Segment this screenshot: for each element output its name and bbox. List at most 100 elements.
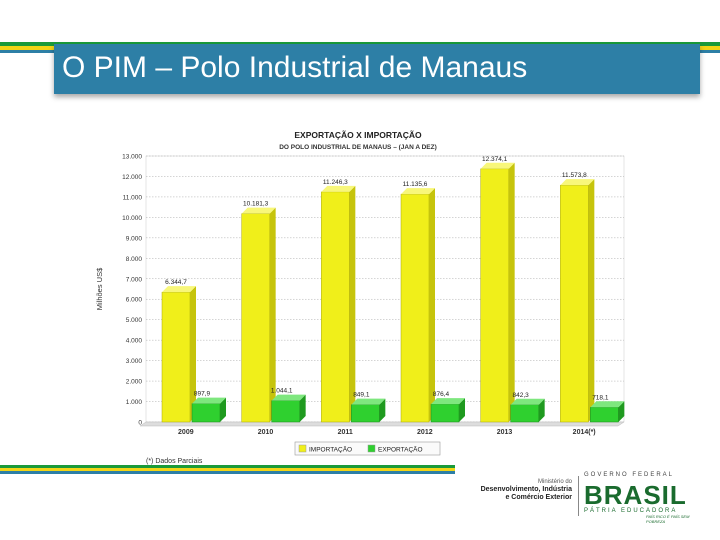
y-tick-label: 1.000 <box>126 399 143 406</box>
data-label-exportacao-2013: 842,3 <box>513 392 530 399</box>
logo-divider <box>578 476 579 516</box>
bar-top-importacao-2013 <box>480 162 515 169</box>
data-label-importacao-2014(*): 11.573,8 <box>562 172 587 179</box>
x-tick-label: 2010 <box>258 429 274 436</box>
bar-top-exportacao-2014(*) <box>590 401 625 408</box>
bar-importacao-2010 <box>241 213 270 423</box>
bar-importacao-2012 <box>400 193 430 423</box>
bar-exportacao-2010 <box>271 400 300 423</box>
y-tick-label: 11.000 <box>123 194 143 201</box>
bar-importacao-2014(*) <box>560 184 589 423</box>
x-tick-label: 2009 <box>178 429 194 436</box>
bar-side-exportacao-2011 <box>379 398 386 422</box>
bar-top-importacao-2009 <box>162 286 196 293</box>
bar-side-importacao-2012 <box>429 188 435 422</box>
bar-side-importacao-2013 <box>508 162 515 422</box>
data-label-importacao-2012: 11.135,6 <box>403 181 428 188</box>
footnote: (*) Dados Parciais <box>146 458 203 465</box>
data-label-importacao-2009: 6.344,7 <box>165 279 187 286</box>
x-ticks: 2009 2010 2011 2012 2013 2014(*) <box>178 429 596 436</box>
ministry-logo: Ministério do Desenvolvimento, Indústria… <box>456 478 572 502</box>
data-labels: 6.344,7 897,9 10.181,3 1.044,1 11.246,3 849,1… <box>165 156 609 401</box>
x-tick-label: 2014(*) <box>573 429 596 436</box>
bar-side-exportacao-2012 <box>459 398 465 422</box>
legend-label-importacao: IMPORTAÇÃO <box>309 445 352 454</box>
stripe-bottom-green <box>0 465 455 468</box>
bar-exportacao-2011 <box>351 404 380 423</box>
y-ticks: 0 1.000 2.000 3.000 4.000 5.000 6.000 7.000 8.00… <box>122 154 142 427</box>
ministry-line-2: Desenvolvimento, Indústria <box>480 486 572 493</box>
legend-label-exportacao: EXPORTAÇÃO <box>378 445 423 454</box>
legend-swatch-importacao <box>298 444 307 453</box>
y-tick-label: 3.000 <box>126 358 143 365</box>
plot-area <box>145 155 625 423</box>
data-label-importacao-2011: 11.246,3 <box>323 179 348 186</box>
bar-side-importacao-2009 <box>190 286 196 422</box>
government-logos: Ministério do Desenvolvimento, Indústria… <box>456 470 702 524</box>
data-label-exportacao-2009: 897,9 <box>194 391 211 398</box>
x-tick-label: 2013 <box>497 429 513 436</box>
data-label-exportacao-2011: 849,1 <box>353 392 370 399</box>
y-tick-label: 7.000 <box>126 276 143 283</box>
bar-exportacao-2014(*) <box>590 407 619 423</box>
brasil-subtitle: PÁTRIA EDUCADORA <box>584 508 678 514</box>
page-title: O PIM – Polo Industrial de Manaus <box>62 51 528 84</box>
bar-side-exportacao-2013 <box>538 398 545 422</box>
gov-label: GOVERNO FEDERAL <box>584 472 675 478</box>
data-label-exportacao-2014(*): 718,1 <box>592 394 609 401</box>
y-tick-label: 12.000 <box>122 174 142 181</box>
chart-title: EXPORTAÇÃO X IMPORTAÇÃO <box>294 130 422 140</box>
bars <box>161 162 625 423</box>
bar-exportacao-2012 <box>430 403 460 423</box>
data-label-exportacao-2010: 1.044,1 <box>271 388 293 395</box>
bar-importacao-2013 <box>480 168 509 423</box>
data-label-importacao-2010: 10.181,3 <box>243 201 269 208</box>
data-label-importacao-2013: 12.374,1 <box>482 156 508 163</box>
bar-exportacao-2009 <box>191 403 221 423</box>
y-tick-label: 5.000 <box>126 317 143 324</box>
y-tick-label: 6.000 <box>126 297 143 304</box>
bar-top-importacao-2011 <box>321 185 356 192</box>
ministry-line-1: Ministério do <box>537 479 572 485</box>
title-bar: O PIM – Polo Industrial de Manaus <box>54 44 700 94</box>
bar-top-importacao-2012 <box>401 188 435 195</box>
bar-side-exportacao-2010 <box>299 394 306 422</box>
legend: IMPORTAÇÃO EXPORTAÇÃO <box>294 441 441 456</box>
stripe-bottom-yellow <box>0 468 455 471</box>
bar-side-importacao-2014(*) <box>588 179 595 422</box>
bar-top-importacao-2014(*) <box>560 179 595 186</box>
bar-top-exportacao-2011 <box>351 398 386 405</box>
bar-top-exportacao-2013 <box>510 398 545 405</box>
bar-side-exportacao-2009 <box>220 397 226 422</box>
bar-top-exportacao-2012 <box>431 398 465 405</box>
brasil-slogan: PAÍS RICO É PAÍS SEM POBREZA <box>646 514 690 524</box>
bar-side-importacao-2010 <box>269 207 276 422</box>
bar-exportacao-2013 <box>510 404 539 423</box>
y-tick-label: 10.000 <box>122 215 142 222</box>
bar-importacao-2009 <box>161 291 191 423</box>
x-tick-label: 2011 <box>338 429 353 436</box>
bar-side-exportacao-2014(*) <box>618 401 625 422</box>
grid-layer <box>139 155 625 427</box>
chart: EXPORTAÇÃO X IMPORTAÇÃO DO POLO INDUSTRI… <box>95 130 625 456</box>
bar-top-importacao-2010 <box>241 207 276 214</box>
y-tick-label: 0 <box>138 420 142 427</box>
bar-importacao-2011 <box>321 191 350 423</box>
stripe-bottom-blue <box>0 471 455 474</box>
legend-swatch-exportacao <box>367 444 376 453</box>
y-axis-label: Milhões US$ <box>95 267 104 310</box>
x-tick-label: 2012 <box>417 429 433 436</box>
chart-subtitle: DO POLO INDUSTRIAL DE MANAUS – (JAN A DE… <box>279 144 437 151</box>
bar-top-exportacao-2009 <box>192 397 226 404</box>
bar-side-importacao-2011 <box>349 185 356 422</box>
bar-top-exportacao-2010 <box>271 394 306 401</box>
y-tick-label: 9.000 <box>126 235 143 242</box>
plot-floor <box>139 421 625 427</box>
y-tick-label: 4.000 <box>126 338 143 345</box>
y-tick-label: 8.000 <box>126 256 143 263</box>
data-label-exportacao-2012: 876,4 <box>433 391 450 398</box>
ministry-line-3: e Comércio Exterior <box>505 494 572 501</box>
brasil-logo: BRASIL <box>584 480 687 510</box>
y-tick-label: 2.000 <box>126 379 143 386</box>
y-tick-label: 13.000 <box>122 154 142 161</box>
